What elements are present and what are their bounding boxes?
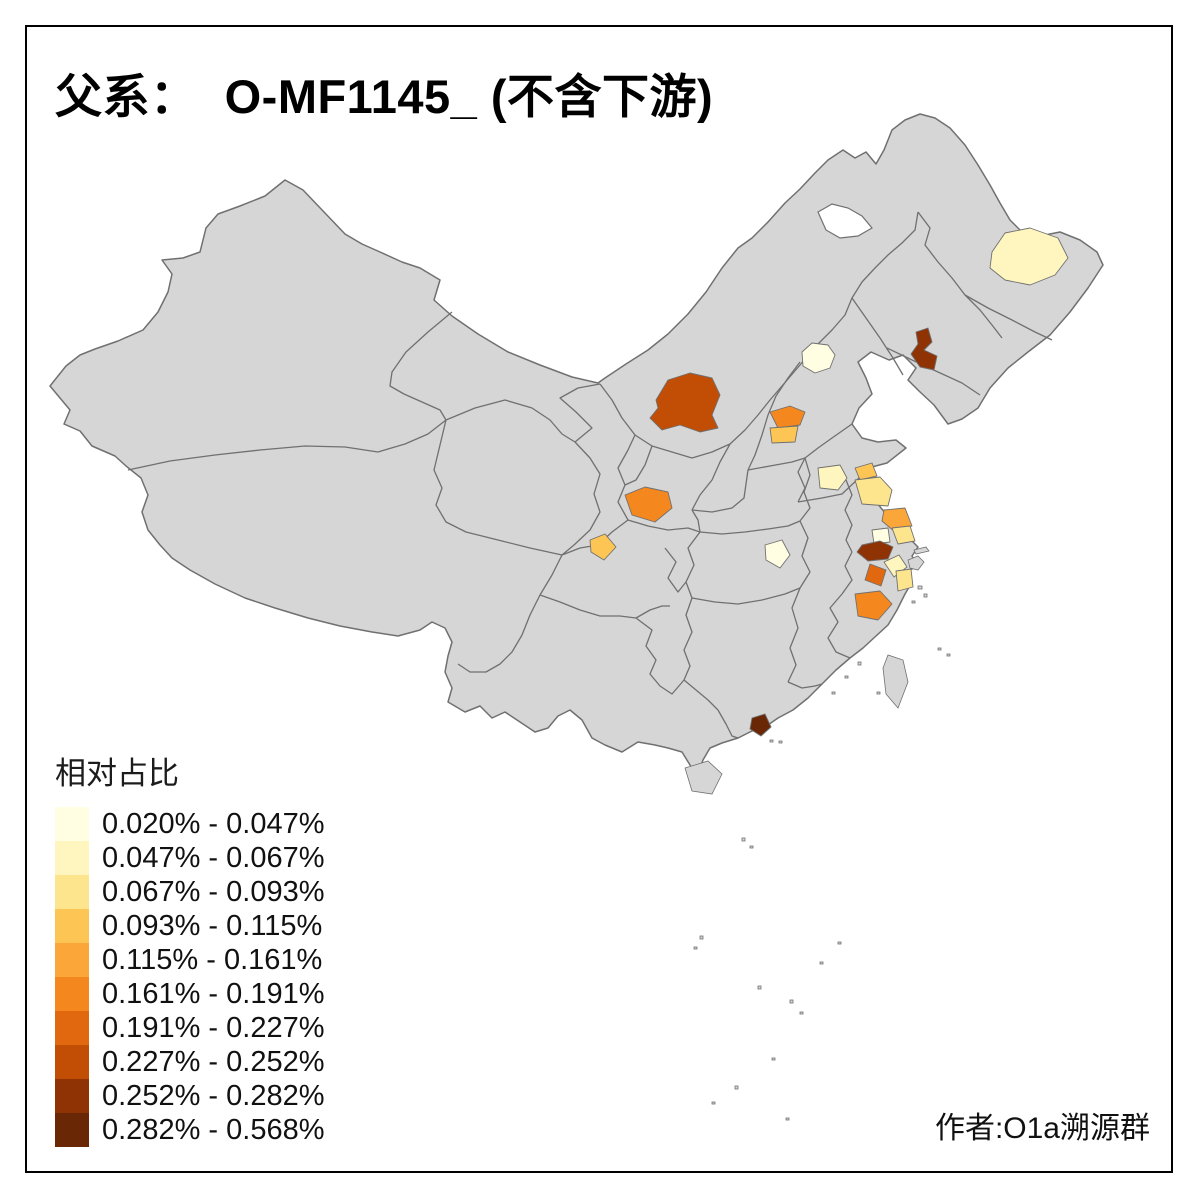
legend-swatch xyxy=(55,1113,89,1147)
legend-swatch xyxy=(55,977,89,1011)
map-region-taizhou xyxy=(871,527,891,545)
shanghai-area xyxy=(907,555,925,571)
legend-row: 0.093% - 0.115% xyxy=(55,909,324,943)
taiwan-island xyxy=(882,654,909,709)
legend-row: 0.191% - 0.227% xyxy=(55,1011,324,1045)
legend-swatch xyxy=(55,807,89,841)
map-region-nanjing-changzhou xyxy=(856,540,894,562)
legend-swatch xyxy=(55,1079,89,1113)
legend-label: 0.282% - 0.568% xyxy=(102,1113,325,1146)
legend-label: 0.020% - 0.047% xyxy=(102,807,325,840)
map-region-beijing xyxy=(801,342,836,374)
map-region-nantong xyxy=(891,525,916,545)
map-region-liaoning-south xyxy=(910,327,938,371)
hainan-island xyxy=(684,760,723,795)
chongming-island xyxy=(913,546,930,555)
legend-entries: 0.020% - 0.047% 0.047% - 0.067% 0.067% - 0… xyxy=(55,807,324,1147)
hulun-lake xyxy=(817,203,873,239)
legend-row: 0.067% - 0.093% xyxy=(55,875,324,909)
map-region-ningbo-shaoxing xyxy=(895,568,914,592)
legend-label: 0.161% - 0.191% xyxy=(102,977,325,1010)
south-china-sea-islands xyxy=(693,837,842,1121)
map-region-heilongjiang-central xyxy=(989,227,1069,286)
islands xyxy=(684,546,951,1121)
legend-label: 0.093% - 0.115% xyxy=(102,909,323,942)
map-region-lianyungang xyxy=(854,462,878,481)
coastal-islets xyxy=(769,585,951,744)
map-region-ordos xyxy=(649,372,721,433)
map-region-shijiazhuang xyxy=(769,405,806,429)
legend-row: 0.252% - 0.282% xyxy=(55,1079,324,1113)
map-region-suzhou-jiaxing xyxy=(883,554,908,578)
map-region-northeast-sichuan xyxy=(589,533,617,561)
legend-row: 0.020% - 0.047% xyxy=(55,807,324,841)
legend-row: 0.047% - 0.067% xyxy=(55,841,324,875)
legend-swatch xyxy=(55,1011,89,1045)
legend-swatch xyxy=(55,875,89,909)
colored-regions xyxy=(589,227,1069,737)
legend-label: 0.067% - 0.093% xyxy=(102,875,325,908)
map-region-north-jiangsu xyxy=(854,476,893,507)
legend-label: 0.047% - 0.067% xyxy=(102,841,325,874)
legend-row: 0.161% - 0.191% xyxy=(55,977,324,1011)
map-region-linyi xyxy=(817,464,848,491)
legend-label: 0.191% - 0.227% xyxy=(102,1011,325,1044)
legend-swatch xyxy=(55,943,89,977)
legend-row: 0.227% - 0.252% xyxy=(55,1045,324,1079)
map-region-east-hubei xyxy=(764,539,791,569)
map-legend: 相对占比 0.020% - 0.047% 0.047% - 0.067% 0.067… xyxy=(55,748,324,1147)
map-region-jinhua xyxy=(854,590,893,621)
map-region-hangzhou xyxy=(864,563,887,587)
china-mainland xyxy=(49,113,1104,777)
legend-title: 相对占比 xyxy=(55,756,179,791)
legend-row: 0.115% - 0.161% xyxy=(55,943,324,977)
legend-label: 0.115% - 0.161% xyxy=(102,943,323,976)
legend-label: 0.227% - 0.252% xyxy=(102,1045,325,1078)
legend-swatch xyxy=(55,1045,89,1079)
page-title: 父系： O-MF1145_ (不含下游) xyxy=(55,70,714,123)
legend-swatch xyxy=(55,909,89,943)
attribution-text: 作者:O1a溯源群 xyxy=(934,1112,1150,1145)
map-region-shenzhen xyxy=(749,713,772,737)
map-region-xian xyxy=(624,486,673,523)
legend-swatch xyxy=(55,841,89,875)
legend-row: 0.282% - 0.568% xyxy=(55,1113,324,1147)
legend-label: 0.252% - 0.282% xyxy=(102,1079,325,1112)
province-borders xyxy=(127,211,1053,739)
map-region-south-hebei xyxy=(769,425,799,444)
